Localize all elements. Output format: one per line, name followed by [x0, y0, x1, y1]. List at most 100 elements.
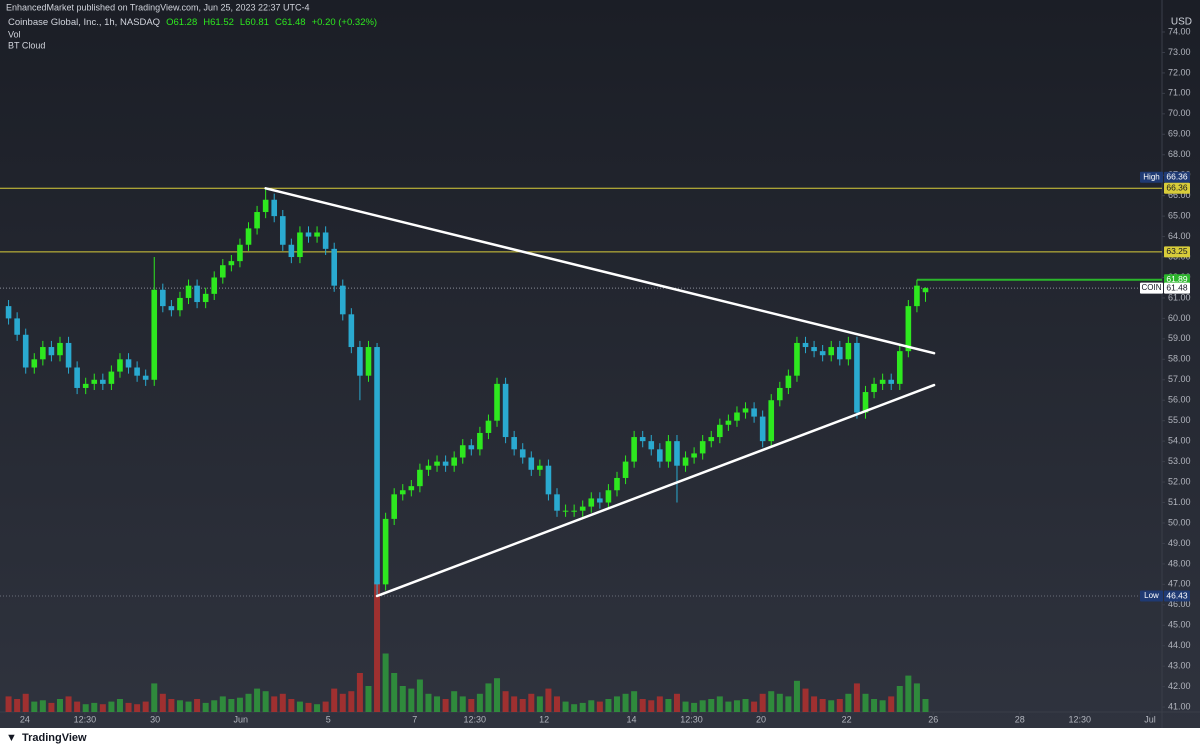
x-tick-label: 26	[928, 714, 938, 724]
volume-bar	[348, 691, 355, 712]
ohlc-value: C61.48	[275, 17, 306, 28]
candle-body	[511, 437, 517, 450]
volume-bar	[48, 702, 55, 712]
volume-bar	[579, 702, 586, 712]
volume-bar	[56, 699, 63, 712]
y-tick-label: 69.00	[1168, 129, 1191, 139]
candle-body	[331, 248, 338, 286]
y-tick-label: 73.00	[1168, 47, 1191, 57]
volume-bar	[913, 683, 920, 712]
volume-bar	[14, 699, 21, 712]
price-badge-label: 66.36	[1166, 183, 1188, 193]
price-badge-label: 46.43	[1166, 590, 1188, 600]
candle-body	[48, 347, 55, 356]
candle-body	[451, 457, 457, 466]
candle-body	[288, 244, 295, 258]
volume-bar	[339, 693, 346, 712]
candle-body	[185, 285, 192, 298]
ohlc-value: +0.20 (+0.32%)	[312, 17, 378, 28]
publisher-note: EnhancedMarket published on TradingView.…	[6, 2, 310, 12]
y-tick-label: 51.00	[1168, 497, 1191, 507]
candle-body	[194, 285, 200, 303]
candle-body	[459, 445, 466, 458]
y-tick-label: 64.00	[1168, 231, 1191, 241]
candle-body	[82, 383, 89, 388]
volume-bar	[588, 700, 595, 712]
volume-bar	[631, 691, 638, 712]
volume-bar	[442, 699, 449, 712]
volume-bar	[408, 688, 415, 712]
volume-bar	[802, 688, 809, 712]
candle-body	[922, 288, 929, 293]
candle-body	[91, 379, 98, 384]
volume-bar	[116, 699, 123, 712]
y-tick-label: 60.00	[1168, 313, 1191, 323]
volume-bar	[871, 699, 878, 712]
volume-bar	[399, 686, 406, 712]
candle-body	[125, 359, 132, 368]
y-tick-label: 47.00	[1168, 579, 1191, 589]
volume-bar	[254, 688, 261, 712]
candle-body	[57, 342, 63, 356]
candle-body	[65, 342, 72, 368]
candle-body	[828, 347, 835, 356]
price-badge	[1164, 282, 1190, 294]
volume-bar	[845, 693, 852, 712]
volume-bar	[279, 693, 286, 712]
trendline	[375, 383, 936, 598]
volume-bar	[236, 697, 243, 712]
candle-body	[220, 265, 226, 278]
candle-body	[365, 347, 372, 376]
volume-bar	[99, 704, 106, 712]
y-tick-label: 66.00	[1168, 190, 1191, 200]
volume-bar	[768, 691, 775, 712]
candle-body	[554, 494, 560, 511]
candle-body	[836, 347, 843, 360]
marker-tag	[1140, 282, 1163, 294]
candle-body	[811, 347, 817, 352]
volume-bar	[545, 688, 552, 712]
candle-body	[794, 342, 800, 376]
x-tick-label: 20	[756, 714, 766, 724]
y-tick-label: 42.00	[1168, 681, 1191, 691]
candle-body	[657, 449, 663, 462]
marker-tag	[1140, 171, 1163, 183]
volume-bar	[708, 699, 715, 712]
volume-bar	[245, 693, 252, 712]
volume-bar	[74, 701, 81, 712]
marker-tag-label: Low	[1144, 591, 1159, 600]
candle-body	[399, 490, 406, 495]
y-tick-label: 57.00	[1168, 374, 1191, 384]
volume-bar	[108, 701, 115, 712]
volume-bar	[39, 700, 46, 712]
candle-body	[142, 375, 149, 380]
price-badge	[1164, 182, 1190, 194]
candle-body	[485, 420, 492, 433]
candle-body	[425, 465, 432, 470]
volume-bar	[65, 696, 72, 712]
volume-bar	[151, 683, 158, 712]
volume-bar	[142, 701, 149, 712]
candle-body	[100, 379, 106, 384]
volume-bar	[356, 673, 363, 712]
candle-body	[348, 314, 355, 348]
volume-bar	[785, 696, 792, 712]
y-tick-label: 74.00	[1168, 26, 1191, 36]
candle-body	[519, 449, 526, 458]
volume-bar	[262, 691, 269, 712]
brand-logo: ▼	[6, 732, 17, 744]
legend-title: Coinbase Global, Inc., 1h, NASDAQ O61.28 H…	[8, 17, 377, 28]
candle-body	[717, 424, 723, 438]
volume-bar	[305, 702, 312, 712]
volume-bar	[125, 702, 132, 712]
candle-body	[40, 347, 46, 360]
candle-body	[742, 408, 749, 413]
volume-bar	[451, 691, 458, 712]
x-tick-label: 5	[326, 714, 331, 724]
brand: TradingView	[22, 732, 87, 744]
volume-bar	[382, 653, 389, 712]
price-badge-label: 61.89	[1166, 274, 1188, 284]
candle-body	[785, 375, 792, 388]
volume-bar	[596, 701, 603, 712]
price-badge	[1164, 171, 1190, 183]
